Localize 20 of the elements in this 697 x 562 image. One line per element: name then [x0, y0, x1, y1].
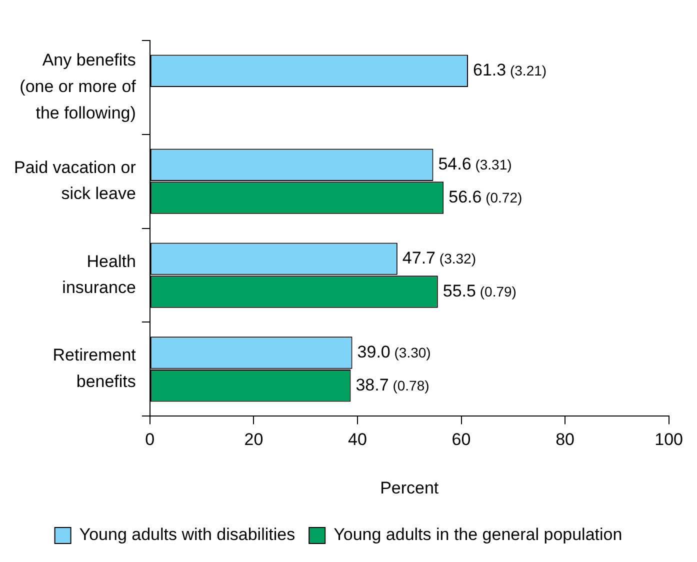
y-tick-label: Retirement benefits: [52, 346, 136, 392]
x-tick-label: 80: [556, 430, 574, 450]
data-label: 39.0 (3.30): [357, 342, 431, 362]
data-label: 38.7 (0.78): [356, 375, 430, 394]
y-tick-label: Health insurance: [62, 252, 136, 298]
y-tick-label: Any benefits (one or more of the following): [20, 50, 136, 122]
x-tick-label: 20: [244, 430, 264, 450]
x-axis-title: Percent: [380, 478, 439, 498]
x-tick-label: 100: [654, 430, 684, 450]
data-label: 55.5 (0.79): [442, 281, 516, 300]
x-tick-label: 60: [452, 430, 471, 450]
x-tick-label: 40: [348, 430, 367, 450]
data-label: 47.7 (3.32): [402, 248, 476, 268]
y-tick-label: Paid vacation or sick leave: [14, 158, 136, 204]
data-label: 54.6 (3.31): [438, 154, 512, 174]
legend-label: Young adults with disabilities: [79, 525, 296, 544]
data-label: 61.3 (3.21): [473, 60, 547, 80]
data-label: 56.6 (0.72): [448, 187, 522, 206]
x-tick-label: 0: [145, 430, 155, 450]
legend-label: Young adults in the general population: [334, 525, 622, 544]
